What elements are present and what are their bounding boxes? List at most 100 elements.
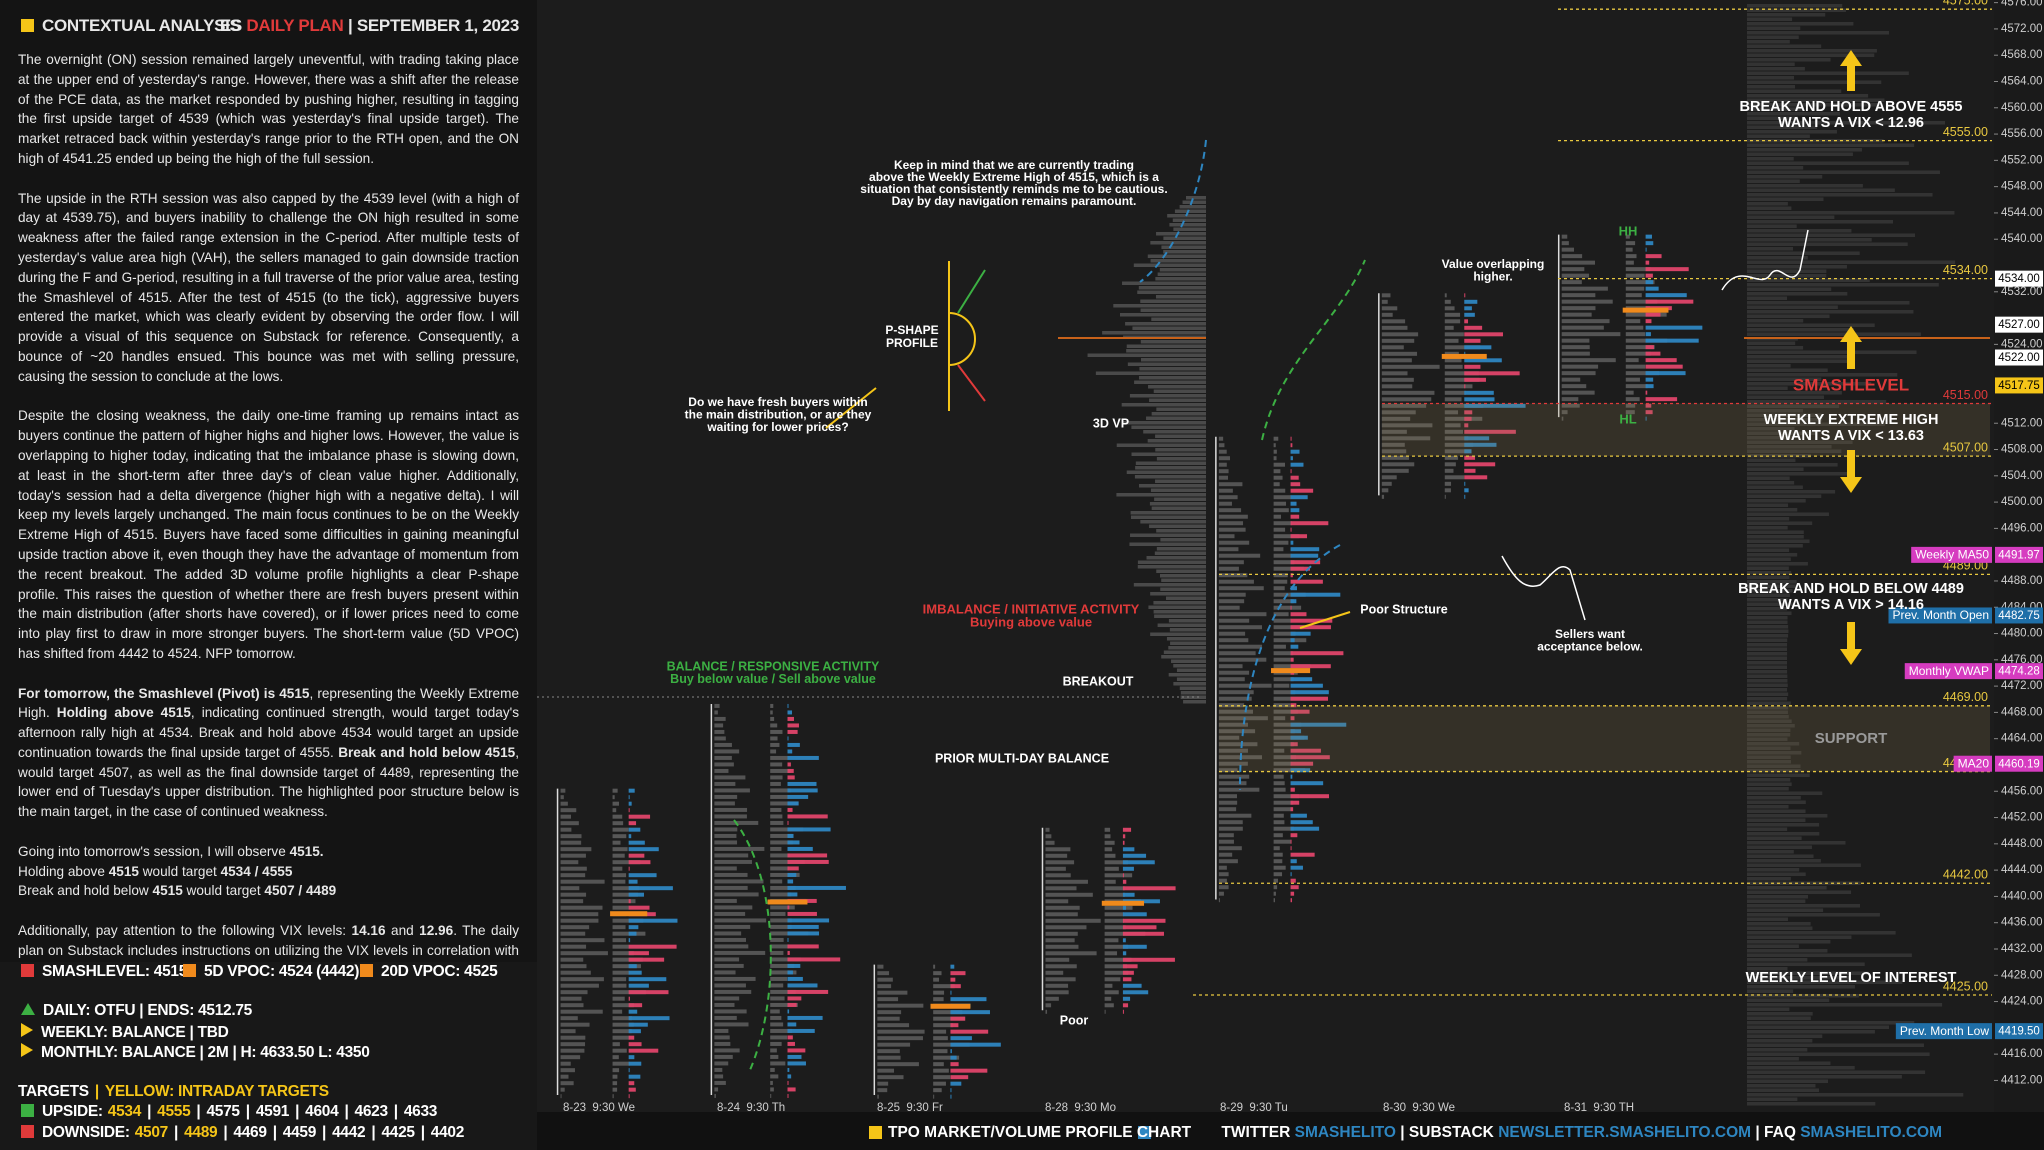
profile-bar (877, 1055, 901, 1060)
profile-bar (787, 937, 789, 942)
level-label: 4469.00 (1943, 690, 1988, 704)
profile-bar (1218, 566, 1239, 571)
profile-bar (1122, 886, 1176, 891)
profile-bar (560, 873, 586, 878)
profile-bar (1747, 1016, 1811, 1020)
annotation: the main distribution, or are they (685, 408, 872, 422)
profile-bar (1290, 657, 1294, 662)
annotation: BREAK AND HOLD BELOW 4489 (1738, 581, 1964, 597)
profile-bar (1747, 233, 1916, 237)
profile-bar (1045, 827, 1050, 832)
profile-bar (714, 716, 726, 721)
annotation: higher. (1473, 270, 1512, 284)
profile-bar (1290, 651, 1344, 656)
profile-bar (950, 990, 952, 995)
axis-tag (1995, 1023, 2043, 1040)
profile-bar (1444, 299, 1451, 304)
x-tick-label: 8-25 9:30 Fr (877, 1102, 943, 1114)
profile-bar (1747, 116, 1799, 120)
profile-bar (770, 768, 791, 773)
profile-bar (1218, 605, 1240, 610)
legend-item: SMASHLEVEL: 4515 (21, 963, 187, 981)
profile-bar (714, 1041, 731, 1046)
y-tick-label: 4456.00 (2001, 785, 2043, 797)
dashed-curve (1261, 259, 1366, 441)
profile-bar (1444, 306, 1455, 311)
profile-bar (770, 970, 797, 975)
profile-bar (1444, 371, 1479, 376)
profile-bar (1271, 668, 1311, 674)
profile-bar (1625, 397, 1640, 402)
profile-bar (1218, 586, 1264, 591)
profile-bar (770, 820, 784, 825)
profile-bar (770, 1015, 782, 1020)
profile-bar (1045, 1009, 1048, 1014)
profile-bar (714, 1074, 724, 1079)
profile-bar (1444, 449, 1472, 454)
profile-bar (560, 912, 599, 917)
profile-bar (1747, 701, 1791, 705)
profile-bar (1160, 538, 1206, 542)
annotation: Poor (1060, 1013, 1089, 1027)
profile-bar (877, 1088, 888, 1093)
profile-bar (770, 1009, 780, 1014)
profile-bar (787, 1022, 797, 1027)
legend-label: 20D VPOC: 4525 (381, 963, 498, 980)
profile-bar (1273, 514, 1281, 519)
profile-bar (1747, 364, 1791, 368)
profile-bar (787, 989, 829, 994)
profile-bar (1218, 573, 1248, 578)
profile-bar (1561, 299, 1613, 304)
profile-bar (1747, 728, 1791, 732)
profile-bar (1747, 1039, 1813, 1043)
y-tick-label: 4576.00 (2001, 0, 2043, 9)
profile-bar (714, 1067, 723, 1072)
profile-bar (1218, 540, 1250, 545)
profile-bar (1218, 865, 1227, 870)
profile-bar (628, 879, 638, 884)
profile-bar (1747, 661, 1788, 665)
profile-bar (1045, 970, 1064, 975)
status-text: DAILY: OTFU | ENDS: 4512.75 (43, 1002, 252, 1019)
profile-bar (1218, 443, 1225, 448)
profile-bar (1747, 31, 1890, 35)
profile-bar (787, 970, 793, 975)
profile-bar (1290, 722, 1347, 727)
status-text: MONTHLY: BALANCE | 2M | H: 4633.50 L: 43… (41, 1044, 370, 1061)
profile-bar (1747, 890, 1852, 894)
profile-bar (1156, 529, 1206, 533)
profile-bar (787, 996, 802, 1001)
profile-bar (877, 1036, 923, 1041)
profile-bar (628, 847, 659, 852)
profile-bar (787, 885, 846, 890)
x-tick-label: 8-24 9:30 Th (717, 1102, 785, 1114)
paragraph: The upside in the RTH session was also c… (18, 189, 519, 387)
profile-bar (787, 931, 820, 936)
profile-bar (1182, 200, 1206, 204)
profile-bar (1273, 657, 1291, 662)
paragraph: Break and hold below 4515 would target 4… (18, 881, 519, 901)
profile-bar (1045, 990, 1069, 995)
annotation: waiting for lower prices? (706, 420, 848, 434)
profile-bar (1747, 238, 1872, 242)
profile-bar (1273, 742, 1294, 747)
profile-bar (1747, 944, 1799, 948)
target-value: 4425 (381, 1123, 415, 1141)
profile-bar (612, 847, 628, 852)
profile-bar (1173, 227, 1206, 231)
profile-bar (1464, 488, 1469, 493)
profile-bar (1045, 918, 1101, 923)
profile-bar (787, 879, 794, 884)
separator: | (245, 1103, 250, 1120)
profile-bar (1122, 1003, 1129, 1008)
axis-tag (1995, 349, 2043, 366)
profile-bar (770, 1035, 788, 1040)
profile-bar (1625, 384, 1648, 389)
profile-bar (950, 1062, 959, 1067)
footer-item: NEWSLETTER.SMASHELITO.COM (1498, 1124, 1751, 1141)
profile-bar (1464, 442, 1497, 447)
profile-bar (1273, 462, 1286, 467)
profile-bar (1160, 587, 1206, 591)
profile-bar (628, 996, 630, 1001)
profile-bar (1381, 364, 1440, 369)
